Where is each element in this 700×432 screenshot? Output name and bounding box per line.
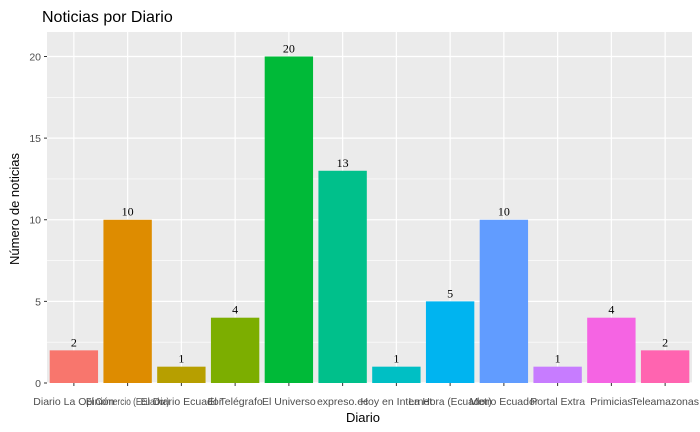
x-axis-title: Diario — [346, 410, 380, 425]
data-label: 20 — [283, 41, 295, 55]
x-tick-label: El Diario Ecuador — [141, 396, 223, 408]
bar — [372, 366, 421, 383]
chart-title: Noticias por Diario — [42, 9, 173, 26]
data-label: 13 — [337, 156, 349, 170]
x-tick-label: Hoy en Internet — [360, 396, 432, 408]
y-tick-label: 10 — [29, 215, 41, 227]
bar — [210, 317, 260, 383]
x-tick-label: El Comercio (Ecuador) — [86, 396, 169, 408]
y-tick-label: 20 — [29, 51, 41, 63]
minor-gridlines — [47, 97, 692, 343]
bar — [587, 317, 636, 383]
x-tick-label: La Hora (Ecuador) — [408, 396, 491, 408]
x-tick-label: Metro Ecuador — [469, 396, 538, 408]
y-axis-title: Número de noticias — [7, 153, 22, 265]
x-tick-label: Portal Extra — [530, 396, 585, 408]
data-label: 1 — [555, 352, 561, 366]
data-label: 5 — [447, 286, 453, 300]
y-tick-label: 0 — [35, 378, 41, 390]
data-label: 10 — [122, 205, 134, 219]
bar — [264, 56, 314, 383]
data-label: 2 — [71, 335, 77, 349]
y-axis: 0 5 10 15 20 — [29, 51, 47, 390]
bar — [318, 170, 367, 383]
y-tick-label: 5 — [35, 296, 41, 308]
data-label: 2 — [662, 335, 668, 349]
y-tick-label: 15 — [29, 133, 41, 145]
bars — [49, 56, 690, 383]
bar — [157, 366, 206, 383]
x-tick-label: Teleamazonas — [631, 396, 699, 408]
bar — [640, 350, 690, 383]
data-label: 1 — [178, 352, 184, 366]
x-tick-label: El Telégrafo — [207, 396, 262, 408]
bar — [479, 219, 529, 383]
data-label: 10 — [498, 205, 510, 219]
data-label: 1 — [393, 352, 399, 366]
bar — [49, 350, 99, 383]
data-label: 4 — [232, 303, 238, 317]
x-tick-label: El Universo — [262, 396, 316, 408]
data-label: 4 — [608, 303, 614, 317]
bar — [533, 366, 582, 383]
bar — [103, 219, 152, 383]
plot-panel — [47, 32, 692, 383]
x-tick-label: Primicias — [590, 396, 633, 408]
x-tick-label: expreso.ec — [317, 396, 368, 408]
data-labels: 2 10 1 4 20 13 1 5 10 1 4 2 — [71, 41, 668, 365]
x-tick-label: Diario La Opinión — [33, 396, 114, 408]
bar — [425, 301, 475, 383]
